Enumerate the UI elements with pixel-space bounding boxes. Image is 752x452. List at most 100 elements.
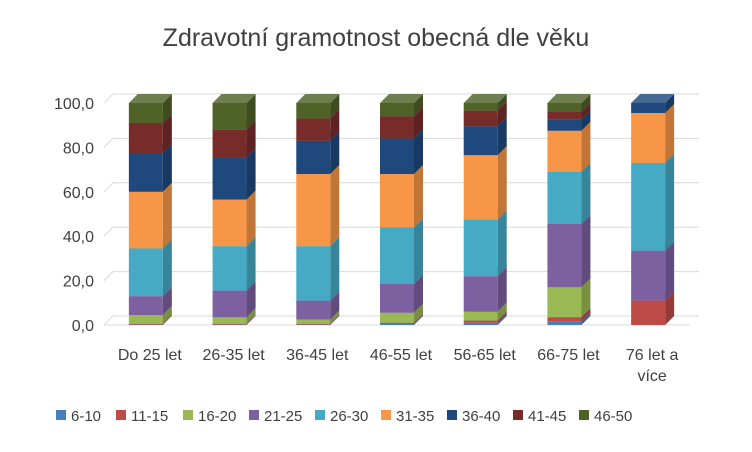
bar-top (380, 94, 423, 103)
bar-segment (547, 94, 591, 112)
legend-label: 16-20 (198, 408, 236, 425)
bar-side (497, 267, 507, 312)
legend-swatch (381, 410, 391, 420)
bar-side (414, 218, 423, 284)
bar-front (380, 323, 414, 325)
bar-side (330, 237, 340, 301)
bar-front (128, 296, 163, 316)
legend-label: 6-10 (71, 408, 101, 425)
bar-side (330, 314, 340, 325)
bar-front (296, 323, 331, 325)
legend-item: 31-35 (381, 408, 434, 425)
legend-swatch (315, 410, 325, 420)
bar-side (497, 101, 507, 127)
bar-front (547, 171, 582, 224)
bars (128, 94, 675, 325)
bar-front (212, 290, 247, 318)
bar-segment (463, 146, 507, 220)
bar-front (212, 199, 247, 247)
bar-side (581, 102, 591, 120)
legend-swatch (447, 410, 457, 420)
bar-top (463, 94, 507, 103)
bar-front (296, 103, 331, 119)
bar-side (246, 314, 256, 325)
x-category-label: 56-65 let (454, 347, 517, 364)
bar-front (296, 319, 331, 324)
bar-front (547, 321, 582, 325)
bar-front (212, 317, 247, 324)
bar-front (547, 287, 582, 318)
bar-stack (296, 94, 340, 325)
bar-segment (296, 165, 340, 247)
bar-segment (296, 237, 340, 301)
bar-segment (631, 241, 675, 301)
bar-side (162, 182, 172, 249)
bar-side (246, 190, 256, 247)
bar-front (463, 276, 498, 312)
bar-front (296, 246, 331, 301)
bar-side (581, 308, 591, 322)
y-tick-label: 0,0 (72, 318, 94, 335)
y-tick-label: 40,0 (63, 229, 94, 246)
legend-swatch (513, 410, 523, 420)
bar-side (330, 94, 340, 119)
bar-stack (380, 94, 423, 325)
bar-front (296, 118, 331, 141)
bar-front (463, 311, 498, 321)
legend-label: 31-35 (396, 408, 434, 425)
legend-item: 26-30 (315, 408, 368, 425)
bar-front (463, 322, 498, 325)
bar-front (296, 300, 331, 320)
bar-front (547, 223, 582, 288)
bar-side (497, 94, 507, 111)
bar-front (380, 312, 414, 323)
bar-side (246, 281, 256, 318)
gridline-depth (103, 93, 114, 104)
x-category-label: 46-55 let (370, 347, 433, 364)
y-axis: 0,0 20,0 40,0 60,0 80,0 100,0 (54, 96, 94, 335)
legend-item: 11-15 (116, 408, 168, 425)
bar-segment (128, 94, 172, 123)
bar-front (547, 317, 582, 322)
legend-label: 41-45 (528, 408, 566, 425)
bar-top (212, 94, 256, 103)
bar-side (581, 162, 591, 224)
bar-front (631, 103, 666, 113)
legend-label: 36-40 (462, 408, 500, 425)
gridline-depth (103, 315, 114, 326)
bar-front (212, 129, 247, 158)
gridline-depth (103, 226, 114, 237)
bar-front (547, 103, 582, 112)
bar-side (330, 109, 340, 141)
bar-side (414, 165, 423, 228)
legend-item: 16-20 (183, 408, 236, 425)
gridline-depth (103, 182, 114, 193)
legend-swatch (249, 410, 259, 420)
y-tick-label: 100,0 (54, 96, 94, 113)
bar-side (497, 117, 507, 156)
bar-side (162, 239, 172, 297)
bar-stack (463, 94, 507, 325)
x-category-label: 66-75 let (537, 347, 600, 364)
bar-top (296, 94, 340, 103)
bar-front (128, 191, 163, 249)
bar-front (463, 110, 498, 127)
bar-side (162, 315, 172, 325)
bar-segment (631, 153, 675, 251)
legend-item: 6-10 (56, 408, 101, 425)
bar-front (631, 300, 666, 325)
bar-side (665, 241, 675, 301)
bar-side (665, 291, 675, 325)
x-category-label: 36-45 let (286, 347, 349, 364)
legend-swatch (116, 410, 126, 420)
bar-front (380, 283, 414, 313)
bar-segment (547, 214, 591, 288)
bar-front (631, 112, 666, 163)
y-tick-label: 20,0 (63, 274, 94, 291)
legend-item: 41-45 (513, 408, 566, 425)
bar-segment (212, 94, 256, 130)
bar-front (128, 315, 163, 324)
bar-front (547, 119, 582, 131)
bar-segment (463, 94, 507, 111)
